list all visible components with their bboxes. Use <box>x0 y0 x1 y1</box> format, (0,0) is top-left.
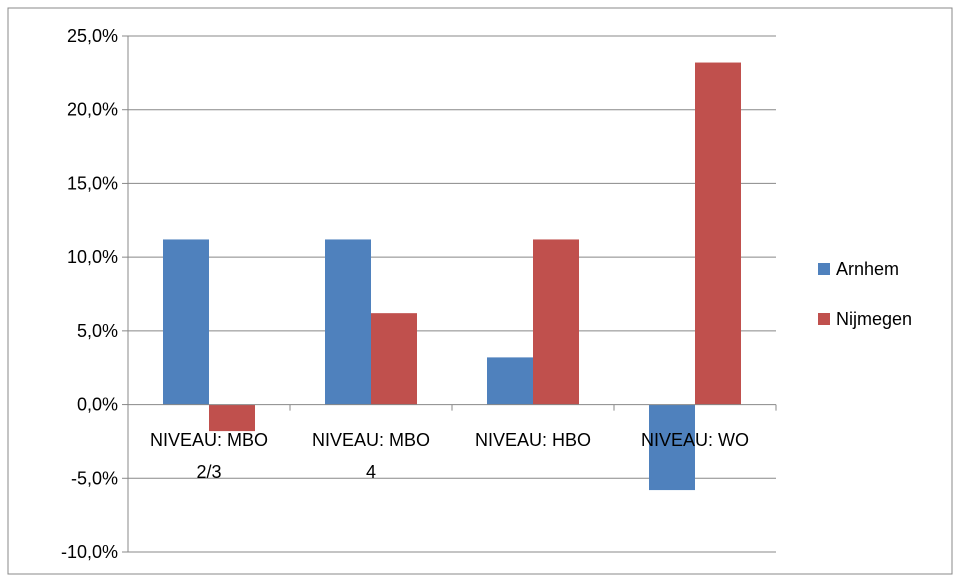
axes <box>122 35 777 553</box>
legend-swatch-arnhem <box>818 263 830 275</box>
x-category-label: NIVEAU: MBO <box>150 430 268 450</box>
x-category-label: 4 <box>366 462 376 482</box>
bar-arnhem-1 <box>163 239 209 405</box>
legend-label-arnhem: Arnhem <box>836 259 899 279</box>
x-category-label: 2/3 <box>196 462 221 482</box>
bars <box>163 62 741 491</box>
y-tick-labels: 25,0% 20,0% 15,0% 10,0% 5,0% 0,0% -5,0% -10,0% <box>61 26 118 562</box>
bar-nijmegen-4 <box>695 62 741 405</box>
bar-nijmegen-3 <box>533 239 579 405</box>
bar-arnhem-4 <box>649 404 695 491</box>
legend: Arnhem Nijmegen <box>818 259 912 329</box>
y-tick-label: 25,0% <box>67 26 118 46</box>
x-category-label: NIVEAU: HBO <box>475 430 591 450</box>
bar-nijmegen-1 <box>209 404 255 432</box>
gridlines <box>128 35 776 553</box>
y-tick-label: 0,0% <box>77 395 118 415</box>
y-tick-label: -10,0% <box>61 542 118 562</box>
legend-label-nijmegen: Nijmegen <box>836 309 912 329</box>
x-category-labels: NIVEAU: MBO 2/3 NIVEAU: MBO 4 NIVEAU: HBO NIV… <box>150 430 749 482</box>
y-tick-label: 5,0% <box>77 321 118 341</box>
y-tick-label: 15,0% <box>67 173 118 193</box>
bar-arnhem-2 <box>325 239 371 405</box>
bar-arnhem-3 <box>487 357 533 405</box>
y-tick-label: 10,0% <box>67 247 118 267</box>
y-tick-label: -5,0% <box>71 468 118 488</box>
legend-swatch-nijmegen <box>818 313 830 325</box>
chart-border <box>7 7 953 575</box>
y-tick-label: 20,0% <box>67 100 118 120</box>
bar-nijmegen-2 <box>371 313 417 405</box>
x-category-label: NIVEAU: WO <box>641 430 749 450</box>
x-category-label: NIVEAU: MBO <box>312 430 430 450</box>
